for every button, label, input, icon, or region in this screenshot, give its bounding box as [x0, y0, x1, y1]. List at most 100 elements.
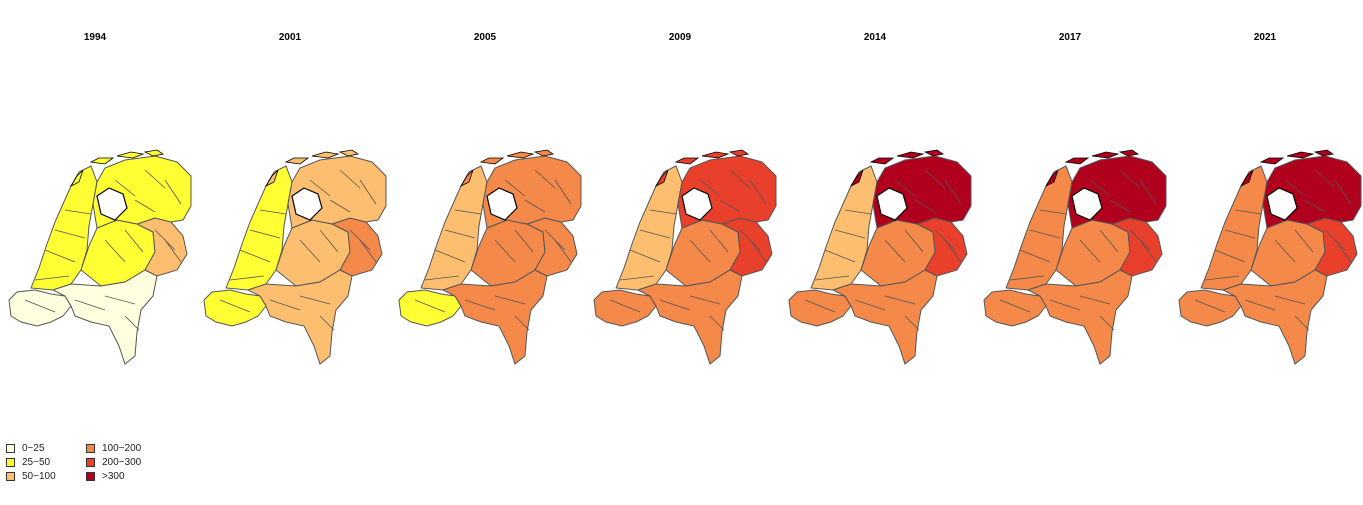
- municipality-border: [1204, 275, 1240, 281]
- wadden-island: [338, 149, 360, 157]
- municipality-border: [34, 275, 70, 281]
- municipality-border: [1304, 199, 1326, 213]
- municipality-border: [219, 299, 251, 313]
- region-south-west: [1178, 289, 1242, 327]
- map-panel: [203, 149, 387, 365]
- municipality-borders: [24, 169, 182, 331]
- municipality-border: [1334, 239, 1352, 263]
- municipality-border: [1099, 315, 1115, 331]
- region-south-west: [983, 289, 1047, 327]
- municipality-border: [319, 229, 339, 253]
- municipality-border: [1079, 295, 1111, 305]
- municipality-border: [1194, 299, 1226, 313]
- region-west-coast: [1005, 165, 1073, 291]
- municipality-border: [524, 199, 546, 213]
- wadden-island: [1286, 151, 1315, 159]
- region-south: [51, 269, 158, 365]
- region-west-coast: [225, 165, 293, 291]
- region-south: [636, 269, 743, 365]
- map-panel: [8, 149, 192, 365]
- municipality-border: [104, 295, 136, 305]
- region-west-coast: [615, 165, 683, 291]
- region-south-west: [593, 289, 657, 327]
- municipality-border: [924, 169, 946, 189]
- municipality-border: [319, 315, 335, 331]
- municipality-border: [709, 229, 729, 253]
- lake: [876, 187, 908, 221]
- municipality-border: [164, 239, 182, 263]
- municipality-border: [1139, 239, 1157, 263]
- wadden-island: [506, 151, 535, 159]
- region-south: [1026, 269, 1133, 365]
- municipality-border: [894, 179, 916, 197]
- municipality-border: [804, 299, 836, 313]
- municipality-border: [124, 315, 140, 331]
- wadden-island: [311, 151, 340, 159]
- region-south-west: [398, 289, 462, 327]
- municipality-border: [884, 295, 916, 305]
- map-panel: [983, 149, 1167, 365]
- municipality-border: [1234, 209, 1262, 215]
- region-south: [1221, 269, 1328, 365]
- region-south: [441, 269, 548, 365]
- municipality-border: [104, 239, 126, 263]
- map-panel: [1178, 149, 1362, 365]
- municipality-border: [434, 249, 466, 263]
- municipality-border: [554, 179, 572, 205]
- municipality-border: [1224, 229, 1256, 239]
- wadden-island: [1044, 169, 1059, 187]
- municipality-border: [514, 229, 534, 253]
- municipality-border: [1039, 209, 1067, 215]
- municipality-border: [854, 299, 886, 311]
- lake: [1071, 187, 1103, 221]
- year-label: 2005: [473, 32, 497, 43]
- municipality-border: [649, 209, 677, 215]
- municipality-border: [359, 179, 377, 205]
- municipality-border: [1274, 239, 1296, 263]
- municipality-border: [299, 239, 321, 263]
- wadden-island: [69, 169, 84, 187]
- municipality-border: [1334, 179, 1352, 205]
- municipality-border: [494, 295, 526, 305]
- year-label: 1994: [83, 32, 107, 43]
- municipality-border: [114, 179, 136, 197]
- wadden-island: [143, 149, 165, 157]
- municipality-border: [749, 239, 767, 263]
- legend-swatch: [6, 443, 15, 453]
- municipality-border: [144, 169, 166, 189]
- municipality-border: [884, 239, 906, 263]
- municipality-border: [1089, 179, 1111, 197]
- wadden-island: [89, 157, 115, 165]
- region-south-west: [788, 289, 852, 327]
- municipality-border: [944, 179, 962, 205]
- legend-label: 0−25: [22, 442, 45, 454]
- year-label: 2021: [1253, 32, 1277, 43]
- municipality-border: [1019, 249, 1051, 263]
- lake: [1266, 187, 1298, 221]
- region-west-coast: [420, 165, 488, 291]
- year-label: 2009: [668, 32, 692, 43]
- map-panel: [788, 149, 972, 365]
- municipality-border: [1079, 239, 1101, 263]
- municipality-border: [1274, 295, 1306, 305]
- municipality-border: [309, 179, 331, 197]
- municipality-border: [424, 275, 460, 281]
- municipality-border: [1029, 229, 1061, 239]
- wadden-island: [849, 169, 864, 187]
- legend-label: 50−100: [22, 470, 56, 482]
- region-west-coast: [1200, 165, 1268, 291]
- municipality-border: [339, 169, 361, 189]
- municipality-border: [24, 299, 56, 313]
- municipality-border: [639, 229, 671, 239]
- legend-label: 100−200: [102, 442, 142, 454]
- municipality-border: [1244, 299, 1276, 311]
- map-panel: [593, 149, 777, 365]
- municipality-border: [944, 239, 962, 263]
- municipality-border: [749, 179, 767, 205]
- wadden-island: [654, 169, 669, 187]
- wadden-island: [1313, 149, 1335, 157]
- municipality-border: [54, 229, 86, 239]
- municipality-border: [1009, 275, 1045, 281]
- wadden-island: [896, 151, 925, 159]
- municipality-border: [134, 199, 156, 213]
